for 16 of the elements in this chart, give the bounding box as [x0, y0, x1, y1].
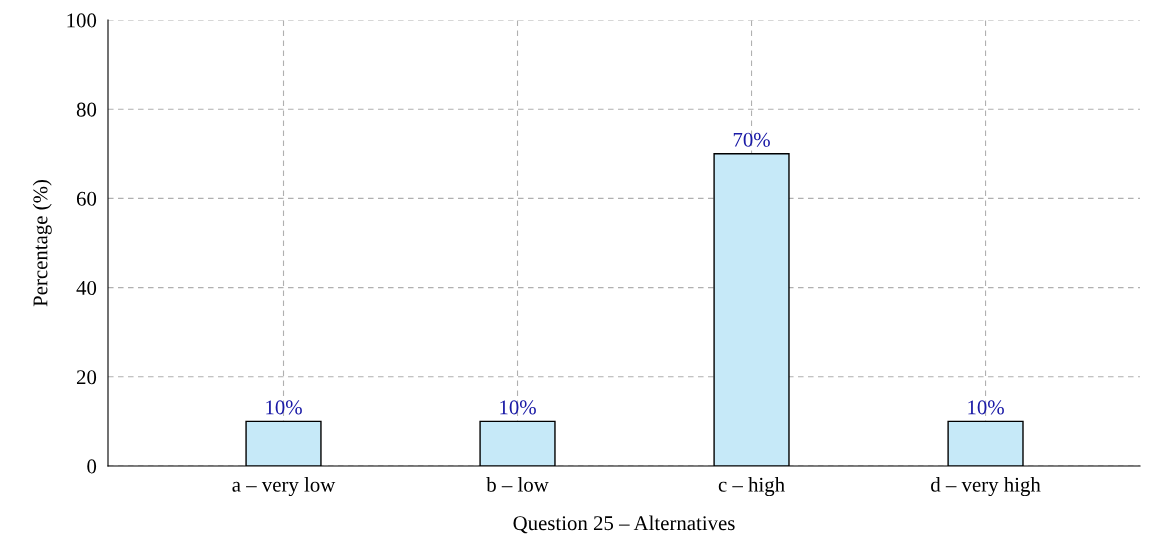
data-label: 10%: [968, 400, 1004, 415]
y-tick-label: 0: [87, 459, 97, 474]
data-label: 70%: [733, 132, 770, 147]
x-tick-label: d – very high: [931, 477, 1041, 497]
data-label: 10%: [500, 400, 536, 415]
y-tick-label: 40: [76, 280, 97, 296]
y-axis-title: Percentage (%): [32, 180, 52, 307]
x-axis-title: Question 25 – Alternatives: [513, 515, 735, 534]
y-tick-label: 60: [76, 191, 97, 206]
x-tick-label: c – high: [718, 477, 785, 497]
x-tick-label: a – very low: [232, 477, 336, 497]
x-tick-label: b – low: [486, 477, 549, 492]
y-tick-label: 100: [67, 13, 97, 28]
data-label: 10%: [266, 400, 302, 415]
y-tick-label: 20: [76, 370, 97, 385]
y-tick-label: 80: [76, 102, 97, 117]
